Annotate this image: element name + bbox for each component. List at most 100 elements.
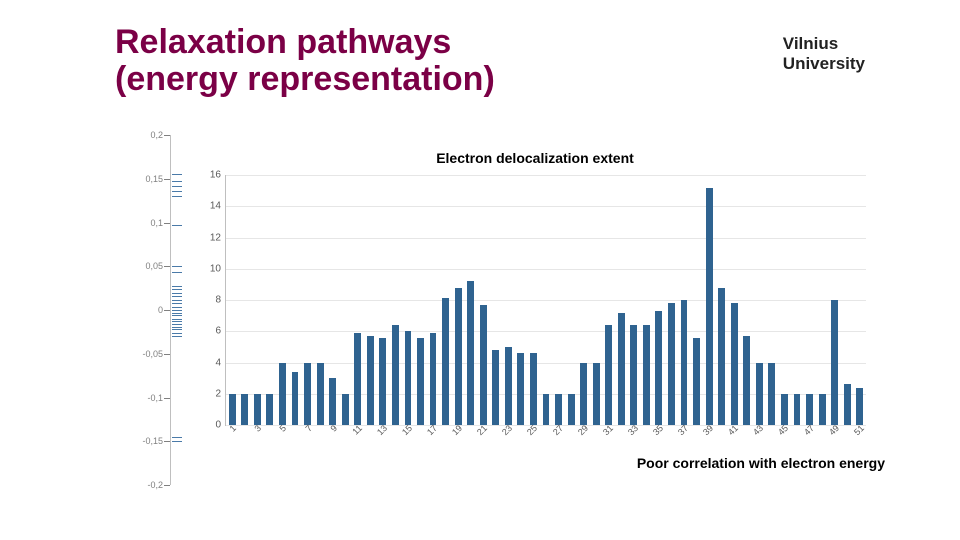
bar: [317, 363, 324, 426]
left-tick-label: -0,05: [142, 349, 163, 359]
bar: [455, 288, 462, 426]
chart-title: Electron delocalization extent: [195, 150, 875, 166]
bar: [342, 394, 349, 425]
left-dash: [172, 441, 182, 442]
left-dash: [172, 307, 182, 308]
bar: [379, 338, 386, 426]
left-dash: [172, 329, 182, 330]
bar: [655, 311, 662, 425]
slide-title: Relaxation pathways (energy representati…: [115, 24, 495, 99]
bar: [279, 363, 286, 426]
left-dash: [172, 266, 182, 267]
bar: [605, 325, 612, 425]
left-tick-mark: [164, 266, 170, 267]
bar: [405, 331, 412, 425]
bar: [329, 378, 336, 425]
bar: [743, 336, 750, 425]
left-dash: [172, 293, 182, 294]
left-tick-mark: [164, 354, 170, 355]
bar: [706, 188, 713, 426]
left-tick-mark: [164, 135, 170, 136]
bar: [580, 363, 587, 426]
left-tick-label: 0,1: [150, 218, 163, 228]
left-dash: [172, 286, 182, 287]
bar: [643, 325, 650, 425]
grid-line: [226, 425, 866, 426]
left-tick-mark: [164, 398, 170, 399]
plot-area: [225, 175, 866, 426]
left-tick-label: -0,15: [142, 436, 163, 446]
bar: [555, 394, 562, 425]
y-tick-label: 6: [201, 326, 221, 337]
bar: [731, 303, 738, 425]
bar: [266, 394, 273, 425]
left-dash: [172, 225, 182, 226]
left-dash: [172, 324, 182, 325]
left-tick-label: 0: [158, 305, 163, 315]
bar: [304, 363, 311, 426]
bar-chart: Electron delocalization extent 024681012…: [195, 165, 875, 455]
bar: [781, 394, 788, 425]
left-tick-mark: [164, 223, 170, 224]
bar: [856, 388, 863, 426]
left-dash: [172, 300, 182, 301]
left-dash: [172, 321, 182, 322]
left-dash: [172, 333, 182, 334]
left-dash: [172, 313, 182, 314]
y-tick-label: 16: [201, 170, 221, 181]
bar: [430, 333, 437, 425]
left-axis-line: [170, 135, 171, 485]
y-tick-label: 0: [201, 420, 221, 431]
left-dash: [172, 310, 182, 311]
left-tick-label: -0,2: [147, 480, 163, 490]
bar: [530, 353, 537, 425]
bar: [505, 347, 512, 425]
left-tick-label: 0,15: [145, 174, 163, 184]
y-tick-label: 2: [201, 388, 221, 399]
left-dash: [172, 319, 182, 320]
y-tick-label: 8: [201, 295, 221, 306]
bar: [819, 394, 826, 425]
bar: [392, 325, 399, 425]
left-dash: [172, 181, 182, 182]
bar: [568, 394, 575, 425]
bar: [593, 363, 600, 426]
bar: [794, 394, 801, 425]
bar: [480, 305, 487, 425]
left-dash: [172, 336, 182, 337]
y-tick-label: 14: [201, 201, 221, 212]
left-tick-mark: [164, 310, 170, 311]
bar: [618, 313, 625, 426]
bar: [543, 394, 550, 425]
bar: [681, 300, 688, 425]
bar: [417, 338, 424, 426]
bar: [254, 394, 261, 425]
bar: [768, 363, 775, 426]
bar: [718, 288, 725, 426]
bar: [354, 333, 361, 425]
bar: [367, 336, 374, 425]
left-dash: [172, 289, 182, 290]
bar: [492, 350, 499, 425]
left-tick-mark: [164, 441, 170, 442]
bar: [241, 394, 248, 425]
left-dash: [172, 327, 182, 328]
bar: [229, 394, 236, 425]
brand-line-2: University: [783, 54, 865, 74]
bar: [844, 384, 851, 425]
y-tick-label: 4: [201, 357, 221, 368]
bar: [756, 363, 763, 426]
bar: [292, 372, 299, 425]
bar: [668, 303, 675, 425]
left-dash: [172, 174, 182, 175]
bar: [831, 300, 838, 425]
brand-block: Vilnius University: [783, 34, 865, 73]
y-tick-label: 12: [201, 232, 221, 243]
left-dash: [172, 191, 182, 192]
left-dash: [172, 303, 182, 304]
left-dash: [172, 196, 182, 197]
bar: [693, 338, 700, 426]
left-dash: [172, 437, 182, 438]
left-dash: [172, 186, 182, 187]
left-tick-mark: [164, 485, 170, 486]
